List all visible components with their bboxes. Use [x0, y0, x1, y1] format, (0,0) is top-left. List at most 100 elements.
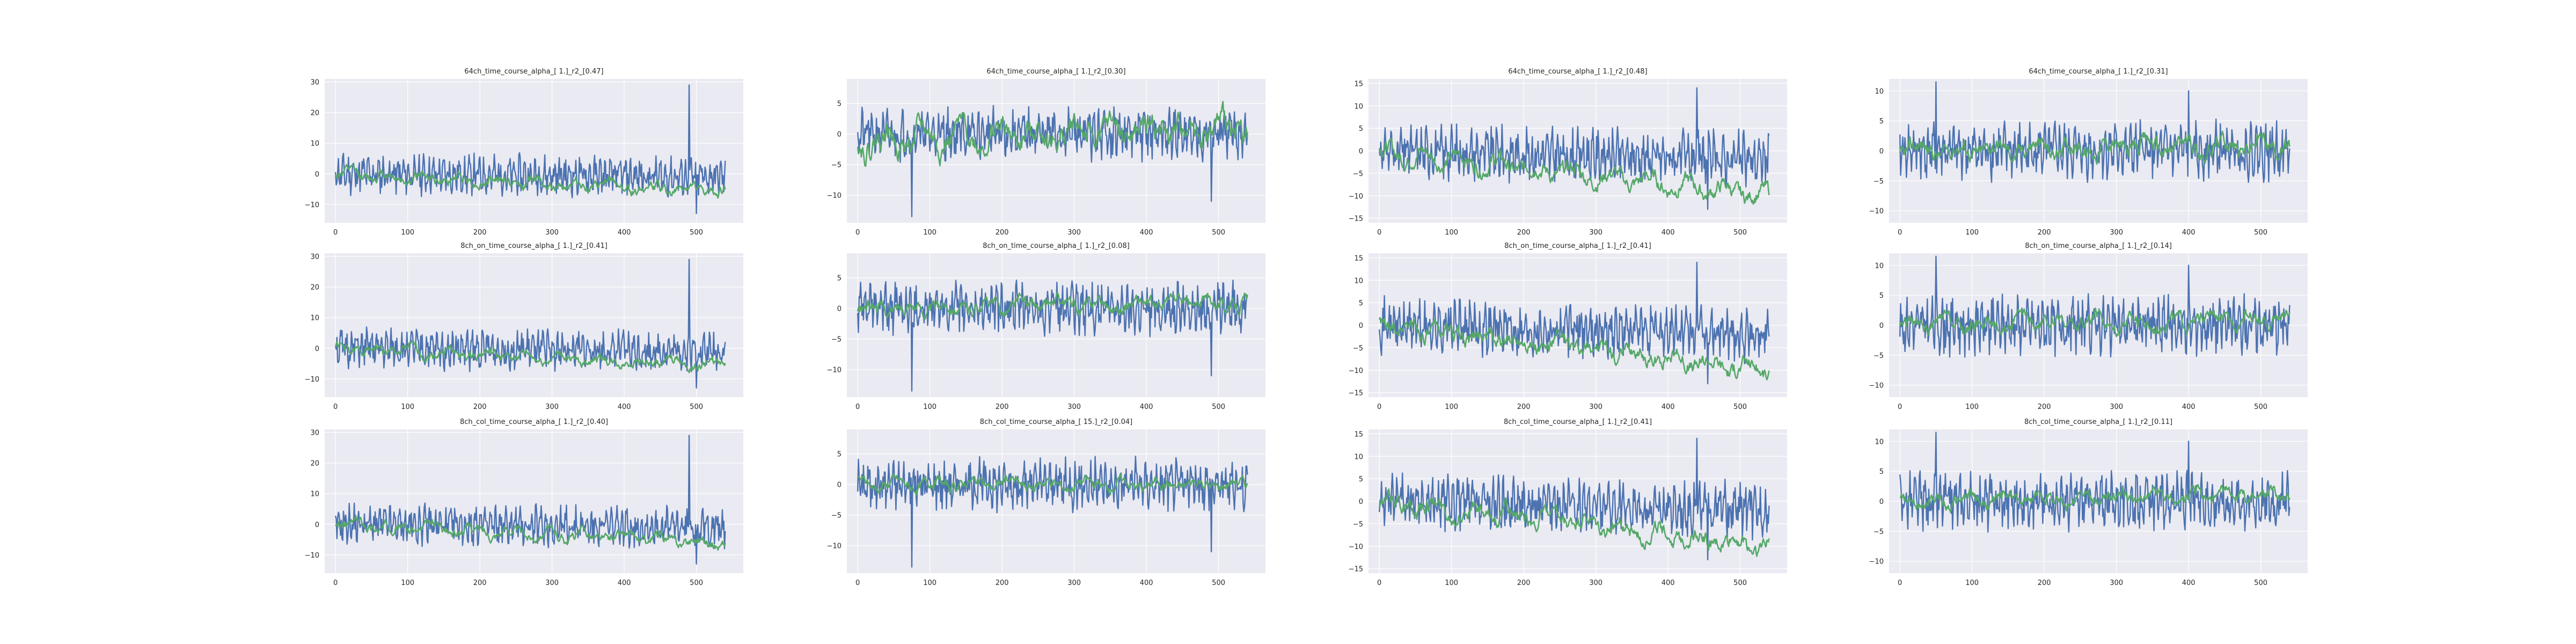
- x-tick-label: 400: [618, 579, 631, 587]
- x-tick-label: 500: [1212, 229, 1225, 237]
- y-tick-label: 5: [1359, 475, 1363, 484]
- x-tick-label: 200: [473, 579, 487, 587]
- y-tick-label: 10: [1875, 262, 1884, 270]
- y-tick-label: −10: [1349, 193, 1363, 201]
- x-tick-label: 200: [473, 229, 487, 237]
- x-tick-label: 200: [996, 579, 1009, 587]
- subplot-title: 8ch_on_time_course_alpha_[ 1.]_r2_[0.08]: [983, 242, 1130, 250]
- subplot-9: 8ch_col_time_course_alpha_[ 1.]_r2_[0.40…: [305, 418, 743, 587]
- y-tick-label: −5: [1353, 170, 1363, 178]
- y-tick-label: −5: [1874, 352, 1884, 360]
- series-line-blue: [1379, 261, 1770, 385]
- y-tick-label: 30: [310, 253, 319, 261]
- y-tick-label: 10: [310, 491, 319, 499]
- series-line-blue: [857, 279, 1248, 392]
- x-tick-label: 200: [1517, 403, 1531, 411]
- y-tick-label: 20: [310, 109, 319, 118]
- subplot-10: 8ch_col_time_course_alpha_[ 15.]_r2_[0.0…: [827, 418, 1265, 587]
- series-line-blue: [857, 456, 1248, 568]
- x-tick-label: 300: [2110, 403, 2123, 411]
- x-tick-label: 100: [401, 579, 414, 587]
- y-tick-label: 5: [837, 451, 841, 459]
- series-line-green: [1378, 488, 1770, 557]
- plot-area: [847, 253, 1265, 397]
- x-tick-label: 0: [1898, 579, 1902, 587]
- subplot-8: 8ch_on_time_course_alpha_[ 1.]_r2_[0.14]…: [1869, 242, 2308, 411]
- x-tick-label: 200: [1517, 229, 1531, 237]
- y-tick-label: 0: [1879, 498, 1884, 506]
- x-tick-label: 0: [1898, 229, 1902, 237]
- y-tick-label: 5: [1359, 125, 1363, 133]
- x-tick-label: 300: [545, 403, 559, 411]
- series-line-blue: [1899, 431, 2290, 533]
- y-tick-label: −10: [305, 376, 319, 384]
- x-tick-label: 400: [618, 403, 631, 411]
- y-tick-label: 10: [1354, 453, 1363, 461]
- series-line-blue: [1379, 437, 1770, 561]
- y-tick-label: 0: [1879, 322, 1884, 330]
- y-tick-label: 0: [315, 345, 319, 353]
- y-tick-label: 15: [1354, 80, 1363, 88]
- y-tick-label: −10: [827, 543, 841, 551]
- x-tick-label: 500: [690, 403, 703, 411]
- x-tick-label: 500: [2254, 403, 2267, 411]
- series-line-blue: [1379, 87, 1770, 210]
- series-line-green: [1900, 484, 2290, 513]
- subplot-title: 64ch_time_course_alpha_[ 1.]_r2_[0.31]: [2029, 68, 2168, 76]
- x-tick-label: 300: [1589, 403, 1602, 411]
- y-tick-label: 30: [310, 79, 319, 87]
- y-tick-label: 10: [1875, 438, 1884, 446]
- series-line-green: [857, 100, 1248, 167]
- y-tick-label: 10: [1875, 87, 1884, 96]
- series-line-green: [1899, 130, 2290, 165]
- y-tick-label: −10: [827, 367, 841, 375]
- series-line-green: [334, 164, 726, 199]
- x-tick-label: 400: [2182, 403, 2196, 411]
- x-tick-label: 400: [618, 229, 631, 237]
- x-tick-label: 0: [333, 229, 338, 237]
- y-tick-label: 5: [1879, 292, 1884, 300]
- x-tick-label: 300: [1067, 403, 1081, 411]
- y-tick-label: 30: [310, 429, 319, 437]
- y-tick-label: 10: [310, 140, 319, 148]
- subplot-title: 64ch_time_course_alpha_[ 1.]_r2_[0.47]: [464, 68, 603, 76]
- y-tick-label: 0: [1359, 498, 1363, 506]
- x-tick-label: 0: [855, 229, 860, 237]
- y-tick-label: 10: [1354, 103, 1363, 111]
- plot-area: [325, 253, 743, 397]
- series-line-blue: [335, 259, 726, 389]
- x-tick-label: 0: [855, 579, 860, 587]
- x-tick-label: 200: [996, 403, 1009, 411]
- series-line-blue: [335, 84, 726, 215]
- subplot-title: 8ch_on_time_course_alpha_[ 1.]_r2_[0.41]: [460, 242, 608, 250]
- x-tick-label: 400: [2182, 229, 2196, 237]
- y-tick-label: 0: [837, 131, 841, 139]
- y-tick-label: 5: [1359, 299, 1363, 308]
- subplot-title: 64ch_time_course_alpha_[ 1.]_r2_[0.48]: [1508, 68, 1647, 76]
- y-tick-label: −10: [305, 201, 319, 209]
- x-tick-label: 300: [1067, 229, 1081, 237]
- y-tick-label: −15: [1349, 215, 1363, 223]
- x-tick-label: 400: [1662, 403, 1675, 411]
- subplot-3: 64ch_time_course_alpha_[ 1.]_r2_[0.48] 0 1…: [1349, 68, 1787, 237]
- x-tick-label: 100: [1965, 229, 1979, 237]
- series-line-green: [1899, 307, 2290, 338]
- y-tick-label: 5: [837, 275, 841, 283]
- subplot-title: 8ch_on_time_course_alpha_[ 1.]_r2_[0.41]: [1504, 242, 1651, 250]
- subplot-4: 64ch_time_course_alpha_[ 1.]_r2_[0.31] 0 1…: [1869, 68, 2308, 237]
- series-line-green: [857, 292, 1248, 320]
- y-tick-label: −10: [305, 552, 319, 560]
- y-tick-label: 5: [1879, 468, 1884, 476]
- x-tick-label: 0: [1377, 403, 1381, 411]
- x-tick-label: 200: [473, 403, 487, 411]
- y-tick-label: −15: [1349, 390, 1363, 398]
- x-tick-label: 300: [2110, 579, 2123, 587]
- x-tick-label: 100: [923, 579, 936, 587]
- subplot-title: 8ch_col_time_course_alpha_[ 1.]_r2_[0.11…: [2024, 418, 2172, 426]
- x-tick-label: 500: [690, 229, 703, 237]
- x-tick-label: 100: [1445, 579, 1458, 587]
- x-tick-label: 0: [1377, 229, 1381, 237]
- x-tick-label: 100: [401, 229, 414, 237]
- x-tick-label: 400: [2182, 579, 2196, 587]
- subplot-title: 8ch_on_time_course_alpha_[ 1.]_r2_[0.14]: [2025, 242, 2172, 250]
